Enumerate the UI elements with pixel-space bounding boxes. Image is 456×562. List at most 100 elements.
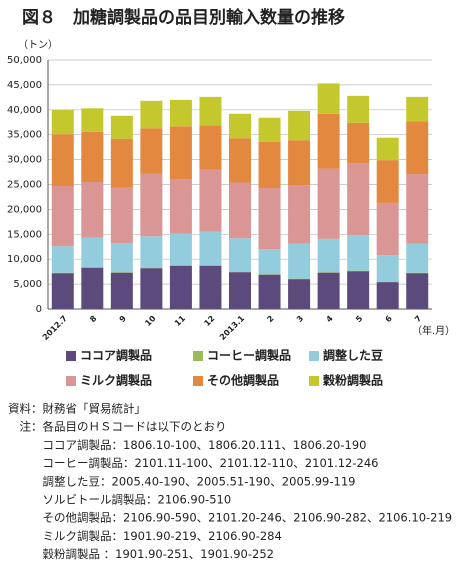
x-tick-label: 2 [265, 314, 275, 324]
bar-segment [288, 243, 311, 279]
bar-segment [169, 126, 192, 180]
bar-segment [140, 268, 163, 309]
y-tick-label: 45,000 [7, 80, 42, 91]
bar-segment [258, 117, 281, 142]
bar-segment [317, 113, 340, 169]
legend-label: 穀粉調製品 [323, 373, 383, 388]
bar-segment [347, 163, 370, 236]
bar-segment [406, 96, 429, 122]
bar-segment [81, 267, 104, 309]
bar-segment [288, 140, 311, 185]
note-line: コーヒー調製品：2101.11-100、2101.12-110、2101.12-… [8, 456, 378, 470]
x-tick-label: 9 [118, 314, 129, 325]
bar-segment [140, 100, 163, 129]
legend-label: ミルク調製品 [80, 373, 152, 388]
legend-label: コーヒー調製品 [207, 348, 291, 363]
note-line: その他調製品：2106.90-590、2101.20-246、2106.90-2… [8, 511, 452, 525]
bar-segment [229, 182, 251, 239]
bar-segment [169, 179, 192, 234]
bar-segment [110, 187, 133, 244]
bar-segment [317, 83, 340, 114]
legend-swatch [66, 376, 76, 386]
y-tick-label: 50,000 [7, 55, 42, 66]
legend-swatch [193, 376, 203, 386]
bar-segment [347, 271, 370, 309]
bar-segment [406, 243, 429, 273]
bar-segment [376, 160, 399, 203]
bar-segment [140, 128, 163, 174]
bar-segment [51, 246, 74, 273]
y-tick-label: 25,000 [7, 180, 42, 191]
legend-swatch [193, 351, 203, 361]
y-tick-label: 20,000 [7, 204, 42, 215]
y-axis-label: （トン） [18, 39, 58, 51]
legend-label: その他調製品 [207, 373, 279, 388]
bar-segment [140, 173, 163, 237]
bar-segment [169, 265, 192, 309]
legend-label: ココア調製品 [80, 348, 152, 363]
bar-segment [51, 109, 74, 135]
bar-segment [51, 273, 74, 309]
y-tick-label: 15,000 [7, 229, 42, 240]
y-tick-label: 35,000 [7, 130, 42, 141]
bar-segment [199, 96, 222, 126]
legend-swatch [309, 351, 319, 361]
y-tick-label: 0 [36, 304, 42, 315]
bar-segment [81, 237, 104, 268]
bar-segment [169, 99, 192, 127]
note-line: 資料：財務省「貿易統計」 [8, 402, 146, 416]
bar-segment [81, 182, 104, 238]
bar-segment [258, 141, 281, 188]
bar-segment [199, 265, 222, 309]
bar-segment [406, 174, 429, 244]
bar-segment [199, 231, 222, 266]
legend-swatch [66, 351, 76, 361]
bar-segment [376, 137, 399, 161]
bar-segment [258, 249, 281, 275]
y-tick-label: 40,000 [7, 105, 42, 116]
bar-segment [81, 131, 104, 183]
legend-label: 調整した豆 [323, 348, 383, 363]
x-tick-label: 11 [173, 314, 188, 329]
note-line: 調整した豆：2005.40-190、2005.51-190、2005.99-11… [8, 474, 355, 488]
bar-segment [288, 110, 311, 141]
bar-segment [140, 236, 163, 268]
x-tick-label: 4 [324, 314, 335, 325]
x-tick-label: 8 [88, 314, 99, 325]
x-tick-label: 2012.7 [41, 314, 69, 342]
x-tick-label: 12 [202, 314, 216, 328]
bar-segment [169, 233, 192, 266]
bar-segment [347, 122, 370, 164]
bar-segment [376, 255, 399, 282]
bar-segment [110, 138, 133, 188]
bar-segment [288, 279, 311, 309]
bar-segment [317, 272, 340, 309]
bar-segment [199, 169, 222, 232]
bar-segment [288, 184, 311, 244]
note-line: ソルビトール調製品：2106.90-510 [8, 493, 231, 507]
bar-segment [229, 138, 251, 183]
y-tick-label: 30,000 [7, 155, 42, 166]
bar-segment [376, 202, 399, 256]
bar-segment [258, 274, 281, 309]
bar-segment [81, 108, 104, 132]
bar-segment [347, 235, 370, 271]
bar-segment [347, 95, 370, 123]
bar-segment [317, 168, 340, 239]
x-tick-label: 2013.1 [218, 314, 246, 342]
bar-segment [51, 185, 74, 247]
x-tick-label: 5 [354, 314, 365, 325]
x-tick-label: 6 [384, 314, 395, 325]
y-tick-label: 10,000 [7, 254, 42, 265]
bar-segment [110, 272, 133, 309]
legend-swatch [309, 376, 319, 386]
note-line: ミルク調製品：1901.90-219、2106.90-284 [8, 529, 282, 543]
bar-segment [199, 125, 222, 170]
note-line: 穀粉調製品 ：1901.90-251、1901.90-252 [8, 547, 274, 561]
x-axis-label: （年.月） [412, 324, 455, 337]
x-tick-label: 10 [143, 314, 158, 329]
note-line: ココア調製品：1806.10-100、1806.20.111、1806.20-1… [8, 438, 366, 452]
bar-segment [229, 238, 251, 272]
x-tick-label: 3 [295, 314, 305, 324]
